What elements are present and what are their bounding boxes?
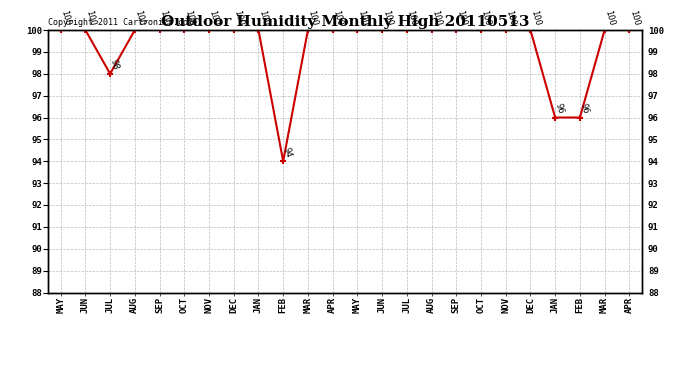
Title: Outdoor Humidity Monthly High 20110513: Outdoor Humidity Monthly High 20110513 [161,15,529,29]
Text: 100: 100 [480,10,493,27]
Text: 100: 100 [529,10,542,27]
Text: 100: 100 [504,10,517,27]
Text: 100: 100 [257,10,270,27]
Text: 94: 94 [282,146,293,159]
Text: 100: 100 [430,10,443,27]
Text: 100: 100 [183,10,196,27]
Text: Copyright 2011 Cartronics.com: Copyright 2011 Cartronics.com [48,18,193,27]
Text: 100: 100 [331,10,344,27]
Text: 100: 100 [406,10,418,27]
Text: 96: 96 [554,102,565,115]
Text: 100: 100 [628,10,641,27]
Text: 100: 100 [306,10,319,27]
Text: 100: 100 [84,10,97,27]
Text: 100: 100 [455,10,468,27]
Text: 100: 100 [381,10,393,27]
Text: 100: 100 [59,10,72,27]
Text: 98: 98 [109,58,120,71]
Text: 96: 96 [578,102,590,115]
Text: 100: 100 [208,10,220,27]
Text: 100: 100 [158,10,171,27]
Text: 100: 100 [356,10,368,27]
Text: 100: 100 [603,10,616,27]
Text: 100: 100 [133,10,146,27]
Text: 100: 100 [233,10,245,27]
